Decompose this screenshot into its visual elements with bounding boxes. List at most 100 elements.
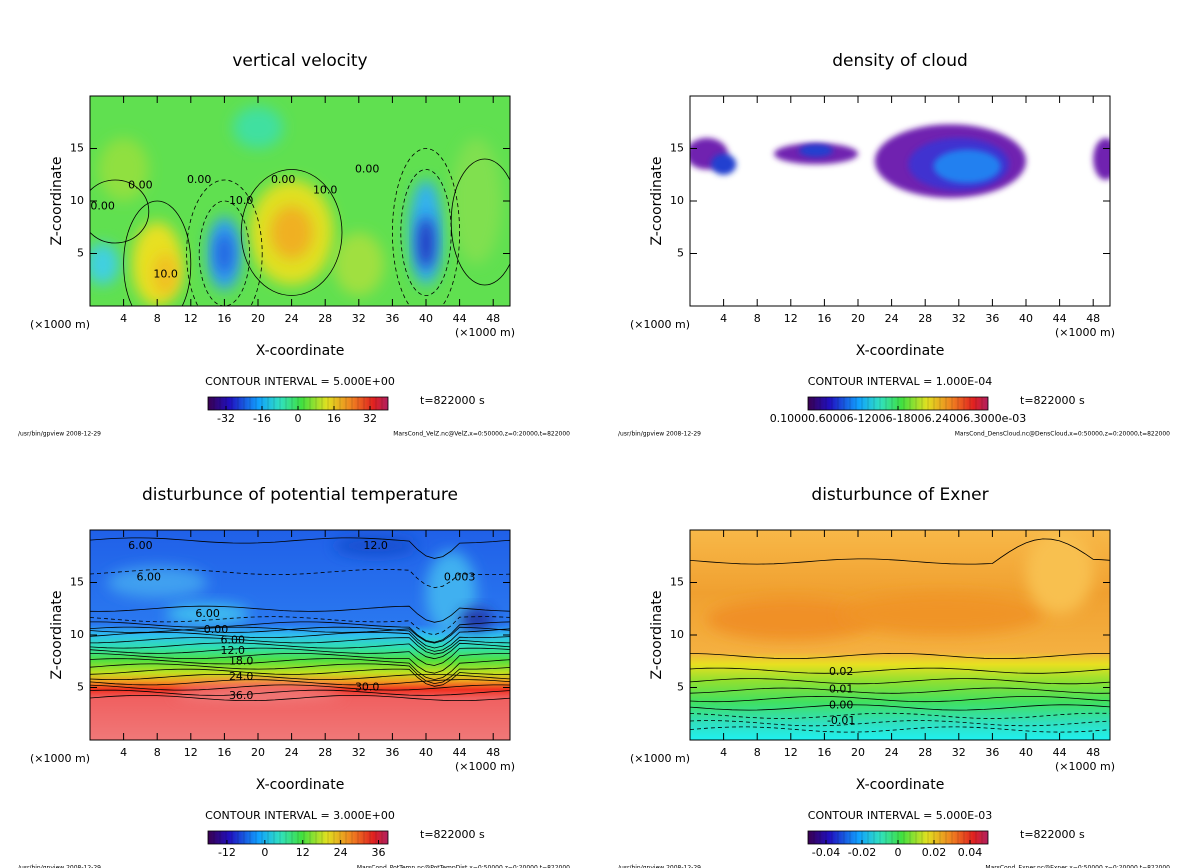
x-tick-label: 36 (385, 312, 399, 325)
field-blob (1093, 138, 1110, 180)
x-tick-label: 40 (419, 746, 433, 759)
x-tick-label: 32 (952, 746, 966, 759)
contour-label: 10.0 (229, 194, 254, 207)
colorbar-label: 0 (895, 846, 902, 859)
x-tick-label: 12 (784, 312, 798, 325)
field-blob (1026, 530, 1094, 614)
field-blob (216, 232, 233, 275)
y-tick-label: 10 (670, 628, 684, 641)
time-label: t=822000 s (420, 828, 485, 841)
contour-label: 0.00 (187, 173, 212, 186)
contour-line (90, 647, 510, 666)
colorbar-label: -32 (217, 412, 235, 425)
x-unit: (×1000 m) (455, 326, 515, 339)
x-unit: (×1000 m) (630, 752, 690, 765)
colorbar-label: 24 (334, 846, 348, 859)
contour-line (90, 632, 510, 652)
contour-line (392, 148, 460, 306)
field (690, 124, 1110, 198)
x-tick-label: 4 (720, 312, 727, 325)
field-blob (106, 566, 208, 599)
x-tick-label: 48 (486, 746, 500, 759)
contour-line (90, 684, 510, 691)
contour-interval: CONTOUR INTERVAL = 1.000E-04 (808, 375, 992, 388)
contour-label: 12.0 (363, 539, 388, 552)
x-axis-label: X-coordinate (256, 777, 345, 793)
contour-line (90, 674, 510, 681)
contour-interval: CONTOUR INTERVAL = 3.000E+00 (205, 809, 395, 822)
x-tick-label: 8 (154, 746, 161, 759)
y-tick-label: 5 (77, 247, 84, 260)
y-tick-label: 10 (70, 194, 84, 207)
contour-line (90, 695, 510, 702)
contour-label: 36.0 (229, 689, 254, 702)
field-blob (417, 216, 435, 270)
contour-label: 6.00 (221, 633, 246, 646)
contour-line (90, 616, 510, 636)
contour-line (90, 658, 510, 681)
y-tick-label: 15 (70, 142, 84, 155)
x-tick-label: 4 (120, 746, 127, 759)
contour-line (198, 200, 250, 306)
x-tick-label: 8 (154, 312, 161, 325)
footer-left: /usr/bin/gpview 2008-12-29 (18, 431, 101, 438)
x-tick-label: 36 (985, 746, 999, 759)
x-tick-label: 8 (754, 746, 761, 759)
contour-line (90, 689, 510, 696)
contour-label: 6.00 (128, 539, 153, 552)
field-blob (459, 608, 494, 630)
colorbar-label: -12 (218, 846, 236, 859)
field: 0.00 0.00 0.00 0.00 10.0 0.00 10.0 10.0 (90, 96, 510, 306)
colorbar-label: 0 (295, 412, 302, 425)
x-tick-label: 24 (285, 746, 299, 759)
x-tick-label: 32 (352, 312, 366, 325)
y-tick-label: 5 (77, 681, 84, 694)
field-blob (270, 206, 313, 259)
contour-interval: CONTOUR INTERVAL = 5.000E+00 (205, 375, 395, 388)
y-axis-label: Z-coordinate (649, 590, 665, 679)
contour-label: 6.00 (195, 607, 220, 620)
colorbar-label: 0.10000.60006-12006-18006.24006.3000e-03 (770, 412, 1027, 425)
contour-line (90, 668, 510, 687)
contour-line (690, 653, 1110, 660)
x-tick-label: 16 (217, 746, 231, 759)
contour-line (690, 687, 1110, 694)
y-tick-label: 5 (677, 681, 684, 694)
contour-line (90, 642, 510, 660)
y-tick-label: 15 (70, 576, 84, 589)
x-tick-label: 24 (885, 312, 899, 325)
y-axis-label: Z-coordinate (649, 156, 665, 245)
x-tick-label: 4 (720, 746, 727, 759)
colorbar-label: -16 (253, 412, 271, 425)
contour-label: 0.00 (204, 623, 229, 636)
x-tick-label: 48 (1086, 746, 1100, 759)
field-blob (90, 243, 120, 285)
contour-label: 0.003 (444, 570, 476, 583)
colorbar-label: -0.04 (812, 846, 840, 859)
contour-line (90, 679, 510, 686)
x-tick-label: 44 (1053, 746, 1067, 759)
plot-frame (689, 95, 1111, 307)
footer-left: /usr/bin/gpview 2008-12-29 (18, 865, 101, 868)
contour-label: 30.0 (355, 681, 380, 694)
contour-line (690, 538, 1110, 565)
contour-line (90, 663, 510, 685)
panel-title: disturbunce of Exner (811, 485, 988, 505)
contour-line (240, 169, 343, 296)
contour-line (90, 179, 150, 244)
x-unit: (×1000 m) (455, 760, 515, 773)
contour-line (90, 637, 510, 655)
field-blob (933, 149, 1001, 184)
x-unit: (×1000 m) (30, 318, 90, 331)
contour-line (690, 678, 1110, 685)
contour-line (90, 626, 510, 644)
field: 6.00 12.06.00 0.0036.000.006.0012.018.024.… (90, 530, 510, 740)
x-tick-label: 20 (251, 746, 265, 759)
x-tick-label: 12 (784, 746, 798, 759)
contour-line (186, 179, 263, 306)
footer-left: /usr/bin/gpview 2008-12-29 (618, 865, 701, 868)
field-blob (232, 106, 284, 149)
